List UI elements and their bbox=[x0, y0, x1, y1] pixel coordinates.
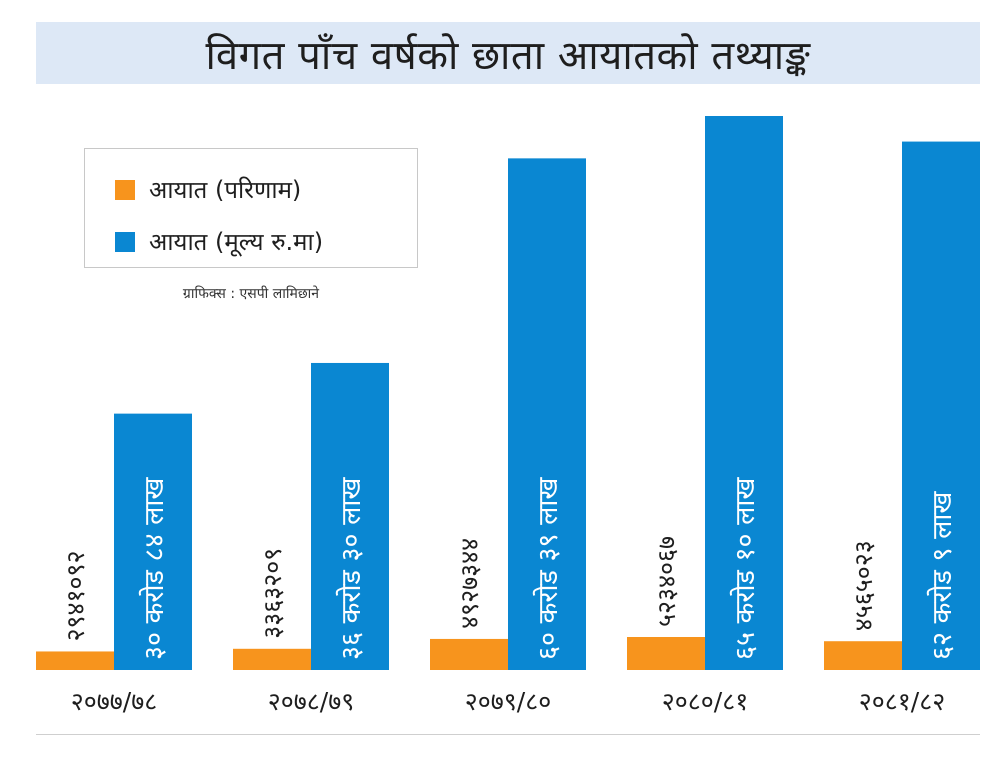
value-label: ६५ करोड १० लाख bbox=[729, 477, 761, 660]
bar-quantity bbox=[430, 638, 508, 670]
chart-title: विगत पाँच वर्षको छाता आयातको तथ्याङ्क bbox=[205, 32, 811, 79]
x-tick-label: २०७७/७८ bbox=[71, 687, 157, 716]
x-tick-label: २०८०/८१ bbox=[662, 687, 748, 716]
quantity-label: ५२३४०६७ bbox=[652, 536, 681, 627]
legend-swatch-quantity bbox=[115, 179, 135, 200]
value-label: ६२ करोड ९ लाख bbox=[926, 491, 958, 660]
quantity-label: ३३६३२०९ bbox=[258, 548, 287, 639]
quantity-label: ४५६५०२३ bbox=[849, 540, 878, 631]
x-tick-label: २०८१/८२ bbox=[859, 687, 945, 716]
quantity-label: २९४१०९२ bbox=[61, 550, 90, 641]
quantity-label: ४९२७३४४ bbox=[455, 538, 484, 629]
value-label: ६० करोड ३९ लाख bbox=[532, 477, 564, 660]
bar-quantity bbox=[824, 641, 902, 670]
bottom-divider bbox=[36, 734, 980, 735]
bar-value bbox=[114, 413, 192, 670]
bar-value bbox=[508, 158, 586, 670]
legend-label-quantity: आयात (परिणाम) bbox=[149, 176, 302, 204]
legend-item-value: आयात (मूल्य रु.मा) bbox=[115, 225, 323, 258]
x-tick-label: २०७९/८० bbox=[465, 687, 551, 716]
bar-quantity bbox=[233, 648, 311, 670]
value-label: ३६ करोड ३० लाख bbox=[335, 477, 367, 660]
bar-value bbox=[311, 362, 389, 670]
legend-item-quantity: आयात (परिणाम) bbox=[115, 173, 301, 206]
bar-quantity bbox=[627, 637, 705, 670]
value-label: ३० करोड ८४ लाख bbox=[138, 477, 170, 660]
legend-swatch-value bbox=[115, 231, 135, 252]
graphics-credit: ग्राफिक्स : एसपी लामिछाने bbox=[182, 286, 320, 302]
bar-value bbox=[902, 141, 980, 670]
legend: आयात (परिणाम) आयात (मूल्य रु.मा) bbox=[84, 148, 418, 268]
bar-value bbox=[705, 116, 783, 670]
title-banner: विगत पाँच वर्षको छाता आयातको तथ्याङ्क bbox=[36, 22, 980, 84]
x-tick-label: २०७८/७९ bbox=[268, 687, 354, 716]
legend-label-value: आयात (मूल्य रु.मा) bbox=[149, 228, 324, 256]
bar-quantity bbox=[36, 651, 114, 670]
